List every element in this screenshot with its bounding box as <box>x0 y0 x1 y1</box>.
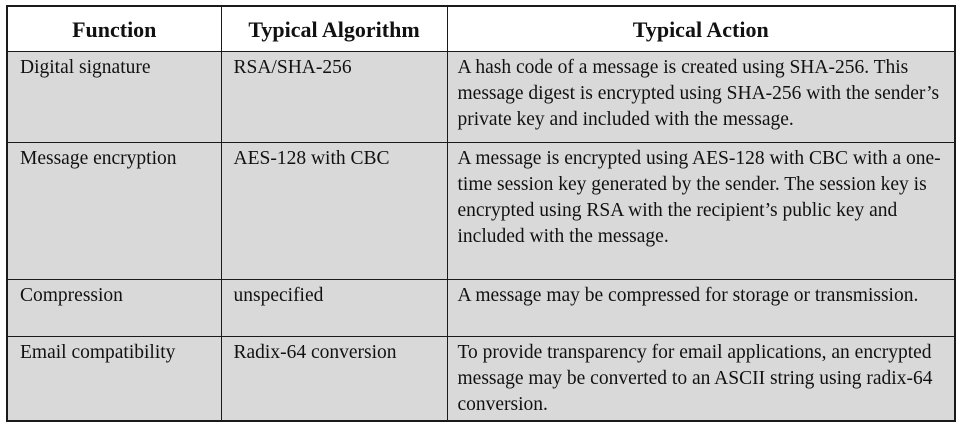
table-row: Digital signature RSA/SHA-256 A hash cod… <box>6 51 956 143</box>
cell-action: A hash code of a message is created usin… <box>446 51 956 143</box>
header-row: Function Typical Algorithm Typical Actio… <box>6 5 956 52</box>
cell-function: Compression <box>6 279 222 337</box>
cell-function: Message encryption <box>6 142 222 280</box>
table-header: Function Typical Algorithm Typical Actio… <box>6 5 956 52</box>
table-row: Message encryption AES-128 with CBC A me… <box>6 142 956 280</box>
header-typical-algorithm: Typical Algorithm <box>220 5 448 52</box>
cell-algorithm: Radix-64 conversion <box>220 336 448 422</box>
cell-algorithm: RSA/SHA-256 <box>220 51 448 143</box>
cell-action: A message may be compressed for storage … <box>446 279 956 337</box>
pgp-services-table: Function Typical Algorithm Typical Actio… <box>6 5 956 422</box>
cell-action: To provide transparency for email applic… <box>446 336 956 422</box>
header-function: Function <box>6 5 222 52</box>
table-row: Email compatibility Radix-64 conversion … <box>6 336 956 422</box>
table-row: Compression unspecified A message may be… <box>6 279 956 337</box>
cell-algorithm: unspecified <box>220 279 448 337</box>
cell-function: Email compatibility <box>6 336 222 422</box>
cell-action: A message is encrypted using AES-128 wit… <box>446 142 956 280</box>
table-body: Digital signature RSA/SHA-256 A hash cod… <box>6 51 956 422</box>
cell-algorithm: AES-128 with CBC <box>220 142 448 280</box>
header-typical-action: Typical Action <box>446 5 956 52</box>
cell-function: Digital signature <box>6 51 222 143</box>
